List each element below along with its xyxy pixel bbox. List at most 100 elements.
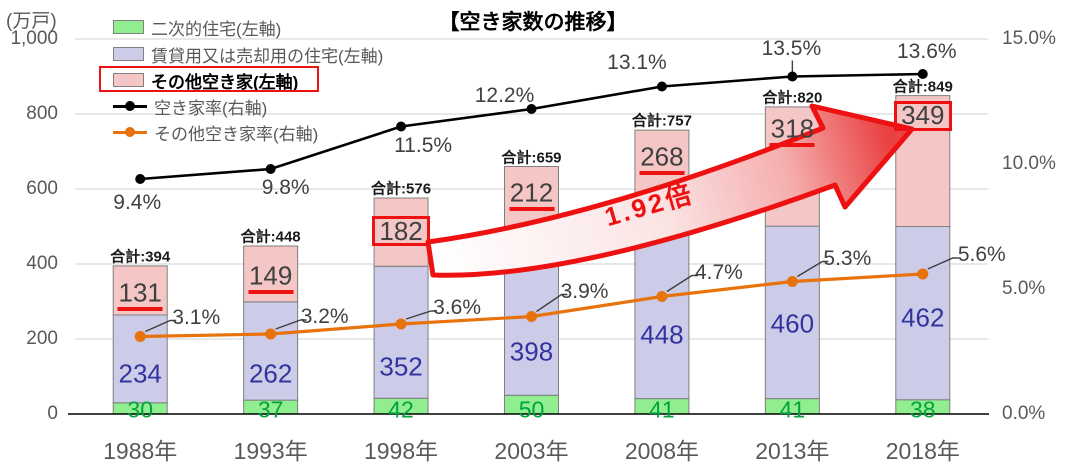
legend-swatch-green — [113, 20, 144, 34]
x-axis-category: 2013年 — [755, 438, 830, 464]
other-vacancy-rate-point — [656, 291, 668, 302]
rental-value: 234 — [118, 358, 162, 389]
other-vacancy-rate-point — [395, 318, 407, 330]
vacancy-rate-point — [265, 164, 276, 174]
other-vacancy-rate-label: 4.7% — [694, 260, 743, 284]
other-vacancy-rate-point — [786, 276, 798, 287]
vacancy-rate-point — [396, 121, 407, 132]
vacancy-rate-label: 13.5% — [761, 36, 822, 60]
right-axis-tick: 15.0% — [1002, 28, 1056, 49]
vacancy-rate-label: 11.5% — [394, 133, 453, 157]
other-vacancy-rate-label: 3.9% — [560, 279, 609, 303]
label-connector — [536, 293, 568, 313]
left-axis-unit: (万戸) — [6, 11, 57, 32]
legend-swatch-pink — [113, 73, 144, 87]
value-red-underline — [248, 290, 294, 294]
bar-segment-rental — [373, 265, 429, 399]
rental-value: 462 — [901, 302, 945, 333]
left-axis-tick: 400 — [26, 253, 58, 274]
bar-segment-rental — [112, 314, 168, 404]
other-vacant-value: 212 — [509, 177, 554, 207]
legend-item-other-vacant: その他空き家(左軸) — [113, 71, 298, 92]
total-label: 合計:849 — [892, 78, 953, 96]
other-vacancy-rate-label: 3.6% — [433, 296, 481, 319]
other-vacancy-rate-point — [134, 331, 146, 342]
left-axis-tick: 200 — [26, 328, 58, 349]
secondary-value: 42 — [388, 396, 414, 423]
legend-label: 二次的住宅(左軸) — [151, 19, 282, 39]
growth-arrow — [425, 103, 915, 278]
legend-label: 賃貸用又は売却用の住宅(左軸) — [151, 46, 384, 66]
label-connector — [927, 257, 959, 270]
bar-segment-other — [112, 265, 168, 316]
other-vacancy-rate-point — [917, 268, 929, 280]
vacancy-rate-label: 13.1% — [607, 50, 667, 74]
other-vacancy-rate-label: 3.1% — [172, 305, 221, 329]
vacancy-rate-label: 13.6% — [897, 40, 957, 63]
label-connector — [144, 319, 177, 333]
other-vacant-value: 318 — [770, 113, 815, 144]
rental-value: 352 — [379, 351, 423, 382]
right-axis-tick: 0.0% — [1002, 403, 1046, 424]
total-label: 合計:576 — [371, 180, 432, 198]
bar-segment-rental — [634, 230, 690, 400]
left-axis-tick: 600 — [26, 178, 58, 199]
secondary-value: 50 — [518, 396, 545, 423]
bar-segment-other — [895, 95, 951, 227]
other-vacancy-rate-label: 5.6% — [957, 243, 1006, 266]
other-vacancy-rate-label: 3.2% — [300, 305, 349, 328]
value-red-underline — [639, 171, 685, 176]
x-axis-category: 1993年 — [233, 438, 308, 464]
legend-item-other-vacancy-rate: その他空き家率(右軸) — [113, 123, 318, 144]
rental-value: 460 — [770, 308, 815, 339]
vacancy-rate-point — [787, 71, 798, 82]
legend-highlight-box — [99, 66, 319, 92]
other-vacant-value: 149 — [248, 260, 293, 291]
vacancy-rate-point — [656, 81, 667, 92]
left-axis-tick: 1,000 — [10, 28, 58, 49]
right-axis-tick: 5.0% — [1002, 278, 1046, 299]
left-axis-tick: 0 — [47, 403, 58, 424]
value-red-underline — [509, 206, 554, 211]
value-red-underline — [117, 306, 163, 311]
other-vacant-value: 182 — [379, 215, 423, 246]
total-label: 合計:757 — [631, 112, 692, 130]
vacancy-rate-point — [135, 174, 146, 184]
other-vacant-value: 131 — [118, 277, 162, 308]
label-connector — [275, 319, 307, 330]
label-connector — [666, 274, 698, 293]
vacancy-rate-point — [917, 69, 928, 79]
x-axis-category: 2018年 — [885, 438, 960, 464]
other-vacant-value: 268 — [640, 141, 684, 172]
bar-segment-rental — [764, 225, 820, 400]
legend-label: その他空き家率(右軸) — [154, 124, 319, 144]
rental-value: 262 — [248, 358, 293, 389]
vacancy-rate-label: 12.2% — [474, 84, 535, 107]
legend-line-black — [113, 101, 147, 111]
rental-value: 398 — [509, 336, 554, 367]
right-axis-tick: 10.0% — [1002, 153, 1056, 174]
vacancy-rate-label: 9.8% — [261, 176, 310, 199]
other-vacancy-rate-point — [526, 311, 537, 322]
highlighted-value-box: 349 — [893, 100, 952, 131]
other-vacancy-rate-label: 5.3% — [823, 246, 872, 270]
total-label: 合計:820 — [762, 89, 823, 107]
x-axis-category: 1998年 — [363, 438, 439, 464]
vacancy-rate-label: 9.4% — [113, 191, 162, 214]
label-connector — [796, 260, 829, 278]
other-vacant-value: 349 — [901, 100, 945, 131]
highlighted-value-box: 182 — [372, 215, 431, 246]
secondary-value: 30 — [127, 396, 153, 423]
total-label: 合計:394 — [110, 248, 171, 266]
x-axis-category: 2003年 — [494, 438, 569, 464]
other-vacancy-rate-point — [265, 328, 277, 340]
secondary-value: 41 — [779, 396, 806, 423]
left-axis-tick: 800 — [26, 103, 58, 124]
legend-label: その他空き家(左軸) — [151, 72, 299, 92]
legend-item-vacancy-rate: 空き家率(右軸) — [113, 97, 267, 118]
legend-item-secondary-housing: 二次的住宅(左軸) — [113, 18, 281, 39]
label-connector — [405, 310, 438, 320]
legend-line-orange — [113, 127, 147, 137]
